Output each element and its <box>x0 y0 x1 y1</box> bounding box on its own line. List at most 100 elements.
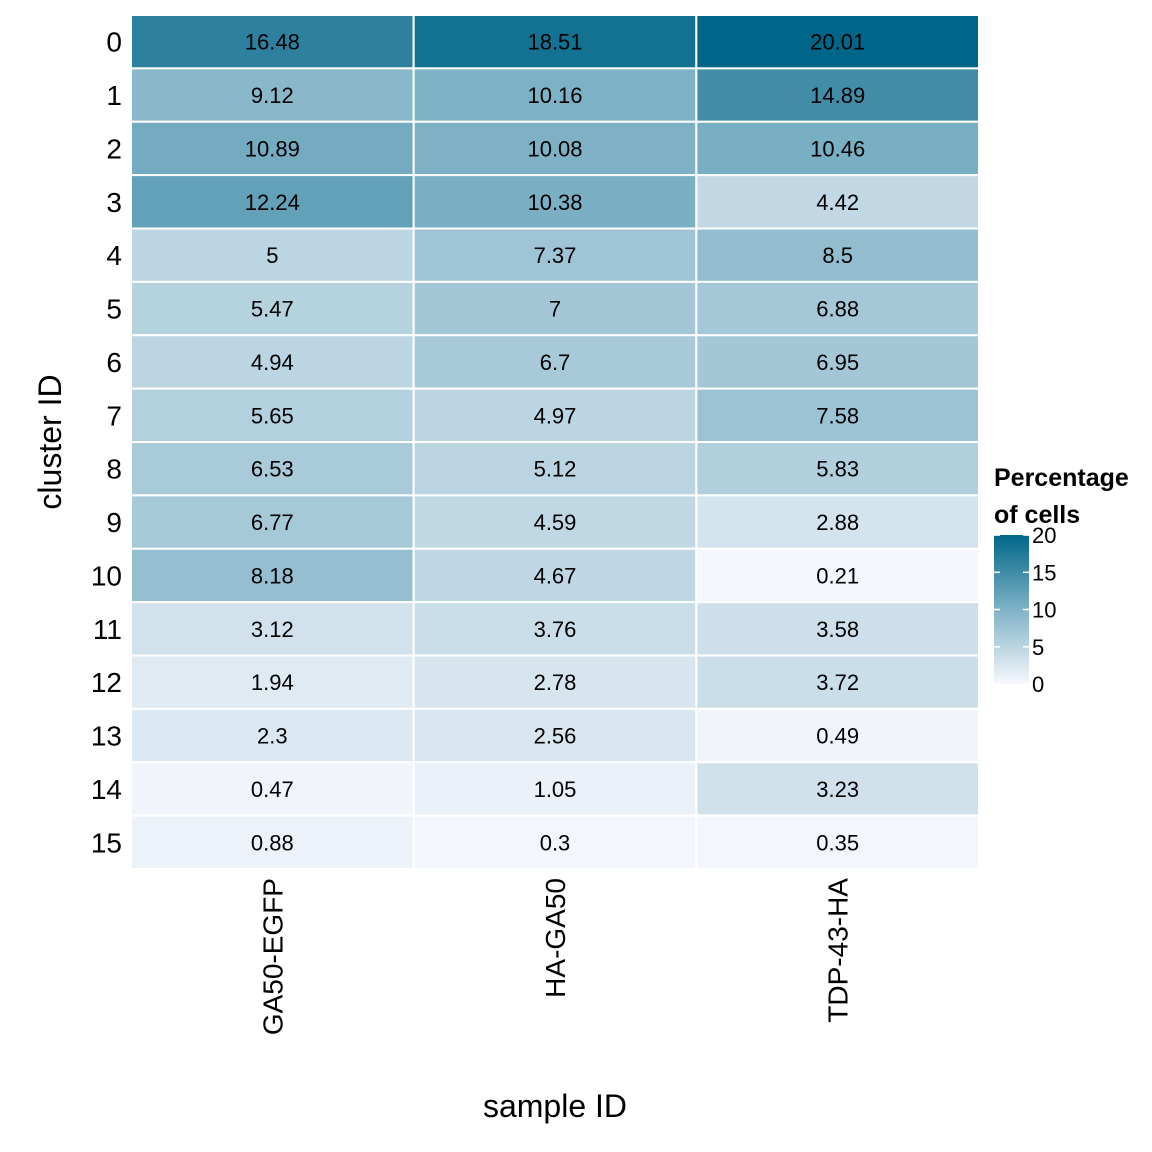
y-tick-label: 11 <box>93 614 122 645</box>
y-tick-label: 3 <box>106 187 122 218</box>
cell-value-label: 4.97 <box>534 403 577 428</box>
heatmap-cell <box>130 814 415 870</box>
cell-value-label: 1.94 <box>251 670 294 695</box>
cell-value-label: 10.08 <box>527 136 582 161</box>
cell-value-label: 4.42 <box>816 190 859 215</box>
heatmap-cell <box>695 67 980 123</box>
cell-value-label: 0.88 <box>251 830 294 855</box>
y-tick-label: 1 <box>106 80 122 111</box>
cell-value-label: 6.53 <box>251 457 294 482</box>
cell-value-label: 7.58 <box>816 403 859 428</box>
cell-value-label: 10.38 <box>527 190 582 215</box>
heatmap-cell <box>130 707 415 764</box>
cell-value-label: 3.23 <box>816 777 859 802</box>
y-tick-label: 13 <box>91 721 122 752</box>
heatmap-cell <box>130 280 415 337</box>
heatmap-cell <box>695 654 980 710</box>
legend-tick-label: 5 <box>1032 635 1044 660</box>
x-axis-title: sample ID <box>483 1088 627 1124</box>
heatmap-cell <box>130 174 415 230</box>
heatmap-cell <box>695 707 980 764</box>
heatmap-cell <box>412 120 698 177</box>
heatmap-cell <box>412 227 698 283</box>
cell-value-label: 3.76 <box>534 617 577 642</box>
cell-value-label: 6.88 <box>816 297 859 322</box>
cell-value-label: 4.94 <box>251 350 294 375</box>
heatmap-cell <box>412 494 698 550</box>
cell-value-label: 12.24 <box>245 190 300 215</box>
cell-value-label: 3.72 <box>816 670 859 695</box>
cell-value-label: 3.12 <box>251 617 294 642</box>
cell-value-label: 5.12 <box>534 457 577 482</box>
legend-tick-label: 20 <box>1032 523 1056 548</box>
x-tick-label: GA50-EGFP <box>257 878 288 1035</box>
heatmap-cell <box>130 14 415 70</box>
heatmap-cell <box>412 280 698 337</box>
legend-title-line1: Percentage <box>994 464 1129 492</box>
x-tick-label: HA-GA50 <box>540 878 571 998</box>
cell-value-label: 0.49 <box>816 724 859 749</box>
cell-value-label: 8.18 <box>251 563 294 588</box>
heatmap-cell <box>130 761 415 817</box>
cell-value-label: 0.3 <box>540 830 571 855</box>
y-tick-label: 4 <box>106 240 122 271</box>
y-tick-label: 6 <box>106 347 122 378</box>
heatmap-cell <box>695 494 980 550</box>
heatmap-cell <box>130 334 415 390</box>
heatmap-cell <box>695 814 980 870</box>
cell-value-label: 6.7 <box>540 350 571 375</box>
heatmap-cell <box>130 654 415 710</box>
cell-value-label: 6.95 <box>816 350 859 375</box>
cell-value-label: 3.58 <box>816 617 859 642</box>
cell-value-label: 7.37 <box>534 243 577 268</box>
y-tick-label: 15 <box>91 827 122 858</box>
x-axis-tick-labels: GA50-EGFP HA-GA50 TDP-43-HA <box>257 878 853 1035</box>
cell-value-label: 7 <box>549 297 561 322</box>
legend-ticks: 0 5 10 15 20 <box>994 523 1056 697</box>
cell-value-label: 2.3 <box>257 724 288 749</box>
cell-value-label: 2.88 <box>816 510 859 535</box>
cell-value-label: 0.35 <box>816 830 859 855</box>
cell-value-label: 16.48 <box>245 30 300 55</box>
heatmap-cell <box>695 547 980 604</box>
legend-tick-label: 15 <box>1032 560 1056 585</box>
cell-value-label: 8.5 <box>822 243 853 268</box>
y-tick-label: 14 <box>91 774 122 805</box>
heatmap-cell <box>412 387 698 443</box>
cell-value-label: 4.67 <box>534 563 577 588</box>
y-tick-label: 8 <box>106 454 122 485</box>
heatmap-cell-labels: 16.48 18.51 20.01 9.12 10.16 14.89 10.89 10.08 1… <box>245 30 865 856</box>
cell-value-label: 18.51 <box>527 30 582 55</box>
cell-value-label: 0.21 <box>816 563 859 588</box>
heatmap-cell <box>130 387 415 443</box>
y-axis-title: cluster ID <box>32 374 68 509</box>
cell-value-label: 10.89 <box>245 136 300 161</box>
y-tick-label: 2 <box>106 133 122 164</box>
cell-value-label: 20.01 <box>810 30 865 55</box>
cell-value-label: 5.65 <box>251 403 294 428</box>
cell-value-label: 10.16 <box>527 83 582 108</box>
cell-value-label: 5.83 <box>816 457 859 482</box>
cell-value-label: 5 <box>266 243 278 268</box>
y-tick-label: 7 <box>106 400 122 431</box>
cell-value-label: 10.46 <box>810 136 865 161</box>
cell-value-label: 5.47 <box>251 297 294 322</box>
color-legend: Percentage of cells 0 5 10 15 20 <box>994 464 1129 697</box>
heatmap-cells <box>130 14 980 870</box>
heatmap-cell <box>695 441 980 497</box>
x-tick-label: TDP-43-HA <box>823 878 854 1023</box>
heatmap-cell <box>695 387 980 443</box>
cell-value-label: 6.77 <box>251 510 294 535</box>
legend-tick-label: 10 <box>1032 598 1056 623</box>
heatmap-cell <box>695 174 980 230</box>
y-tick-label: 10 <box>91 560 122 591</box>
heatmap-cell <box>695 761 980 817</box>
heatmap-cell <box>695 601 980 657</box>
legend-title-line2: of cells <box>994 501 1080 529</box>
y-tick-label: 0 <box>106 27 122 58</box>
y-tick-label: 9 <box>106 507 122 538</box>
y-tick-label: 5 <box>106 294 122 325</box>
heatmap-cell <box>412 334 698 390</box>
cell-value-label: 4.59 <box>534 510 577 535</box>
